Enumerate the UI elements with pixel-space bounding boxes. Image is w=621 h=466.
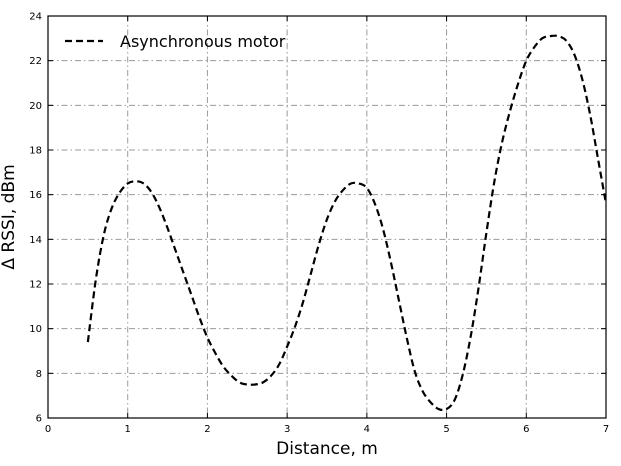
series-line-0: [86, 34, 608, 412]
x-tick-label: 5: [443, 424, 449, 435]
x-tick-label: 0: [45, 424, 51, 435]
y-tick-label: 8: [36, 369, 42, 380]
y-tick-label: 18: [29, 146, 42, 157]
y-tick-label: 10: [29, 324, 42, 335]
y-tick-label: 24: [29, 12, 42, 23]
grid: [48, 16, 606, 418]
x-tick-label: 4: [364, 424, 370, 435]
x-tick-label: 3: [284, 424, 290, 435]
x-tick-label: 7: [603, 424, 609, 435]
legend: Asynchronous motor: [65, 32, 286, 51]
plot-frame: [47, 15, 607, 419]
y-tick-label: 22: [29, 56, 42, 67]
series-layer: [86, 34, 608, 412]
y-axis-label: Δ RSSI, dBm: [0, 164, 19, 269]
y-tick-label: 20: [29, 101, 42, 112]
y-tick-label: 12: [29, 280, 42, 291]
y-tick-label: 6: [36, 414, 42, 425]
x-axis-label: Distance, m: [276, 439, 378, 459]
x-tick-label: 2: [204, 424, 210, 435]
y-tick-label: 14: [29, 235, 42, 246]
x-tick-label: 6: [523, 424, 529, 435]
legend-label: Asynchronous motor: [120, 32, 286, 51]
x-tick-label: 1: [125, 424, 131, 435]
y-tick-label: 16: [29, 190, 42, 201]
